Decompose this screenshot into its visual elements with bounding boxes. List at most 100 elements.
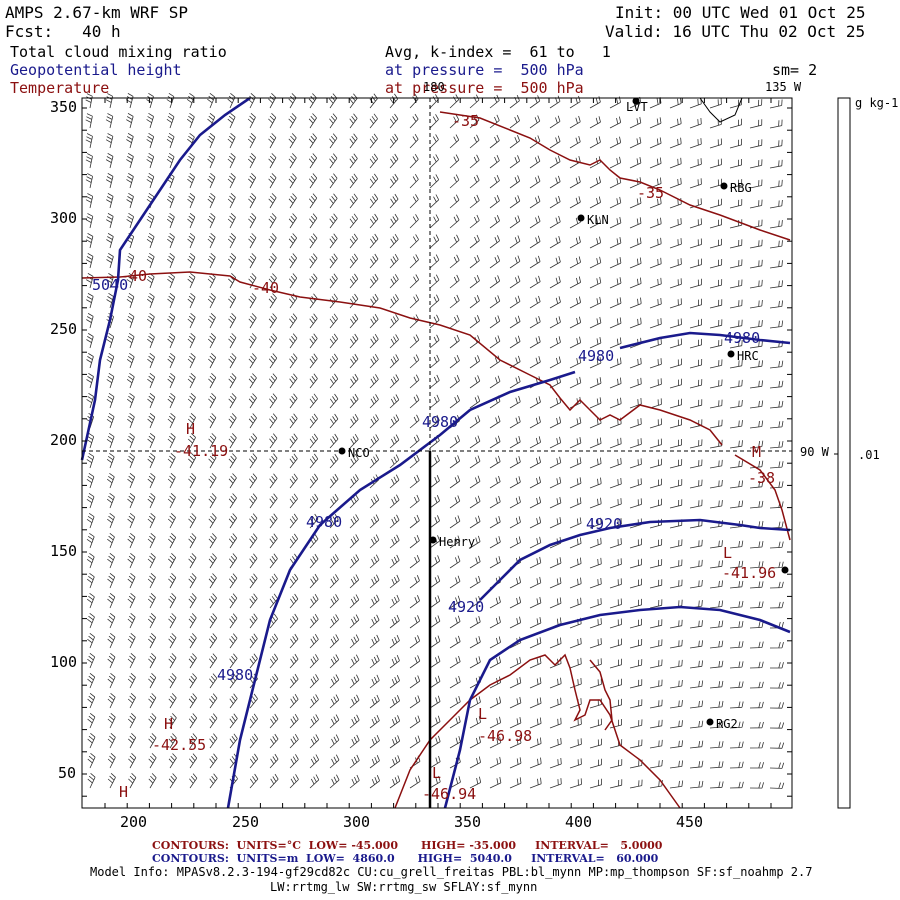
wind-barb	[589, 638, 602, 649]
wind-barb	[389, 675, 400, 689]
wind-barb	[268, 173, 277, 189]
wind-barb	[529, 496, 542, 509]
wind-barb	[126, 153, 134, 169]
wind-barb	[769, 139, 783, 149]
wind-barb	[489, 435, 501, 449]
wind-barb	[449, 675, 461, 689]
wind-barb	[509, 315, 521, 329]
wind-barb	[509, 155, 521, 169]
wind-barb	[649, 378, 662, 389]
wind-barb	[609, 437, 622, 449]
wind-barb	[749, 239, 763, 249]
wind-barb	[629, 217, 642, 229]
wind-barb	[349, 193, 358, 209]
wind-barb	[469, 736, 481, 749]
wind-barb	[449, 575, 461, 589]
wind-barb	[750, 762, 764, 769]
wind-barb	[469, 295, 480, 309]
wind-barb	[309, 313, 318, 329]
height-contour-4920	[443, 605, 791, 809]
wind-barb	[289, 393, 298, 409]
wind-barb	[589, 537, 602, 549]
wind-barb	[489, 596, 501, 609]
wind-barb	[509, 616, 522, 629]
wind-barb	[329, 253, 338, 269]
wind-barb	[569, 577, 582, 589]
wind-barb	[126, 332, 135, 349]
wind-barb	[669, 298, 682, 309]
wind-barb	[649, 619, 663, 629]
wind-barb	[227, 233, 236, 249]
wind-barb	[168, 753, 177, 769]
wind-barb	[469, 375, 481, 389]
wind-barb	[569, 738, 582, 749]
wind-barb	[409, 595, 420, 609]
wind-barb	[187, 152, 195, 169]
wind-barb	[549, 456, 562, 469]
wind-barb	[409, 414, 420, 429]
wind-barb	[509, 576, 521, 589]
wind-barb	[227, 132, 236, 149]
wind-barb	[709, 238, 722, 249]
wind-barb	[107, 712, 116, 729]
wind-barb	[529, 215, 541, 229]
wind-barb	[249, 773, 259, 789]
wind-barb	[469, 415, 481, 429]
wind-barb	[208, 433, 217, 449]
wind-barb	[429, 475, 440, 489]
wind-barb	[489, 736, 502, 749]
wind-barb	[569, 416, 582, 429]
wind-barb	[489, 415, 501, 429]
low-marker-2: L	[478, 705, 488, 723]
wind-barb	[709, 198, 722, 209]
wind-barb	[649, 518, 662, 529]
wind-barb	[709, 98, 722, 109]
wind-barb	[769, 441, 784, 449]
wind-barb	[289, 693, 299, 709]
wind-barb	[289, 774, 299, 789]
wind-barb	[609, 759, 623, 769]
wind-barb	[469, 615, 481, 629]
wind-barb	[709, 620, 724, 629]
wind-barb	[208, 613, 218, 629]
wind-barb	[689, 680, 704, 689]
wind-barb	[669, 760, 683, 769]
wind-barb	[228, 553, 238, 569]
wind-barb	[329, 574, 339, 589]
wind-barb	[529, 717, 542, 729]
wind-barb	[549, 135, 561, 149]
wind-barb	[86, 253, 94, 269]
wind-barb	[309, 493, 319, 509]
wind-barb	[469, 214, 480, 229]
wind-barb	[369, 293, 379, 309]
wind-barb	[168, 773, 177, 789]
wind-barb	[309, 734, 320, 749]
wind-barb	[729, 761, 744, 769]
wind-barb	[429, 274, 440, 289]
wind-barb	[489, 355, 501, 369]
wind-barb	[509, 496, 521, 509]
wind-barb	[569, 657, 582, 669]
wind-barb	[329, 654, 340, 669]
wind-barb	[729, 339, 743, 349]
wind-barb	[126, 252, 135, 269]
wind-barb	[689, 579, 703, 589]
wind-barb	[589, 216, 602, 229]
wind-barb	[85, 233, 94, 249]
wind-barb	[269, 773, 279, 789]
wind-barb	[229, 713, 238, 729]
wind-barb	[589, 357, 602, 369]
wind-barb	[549, 175, 561, 189]
wind-barb	[147, 593, 156, 609]
wind-barb	[269, 653, 279, 669]
wind-barb	[167, 272, 175, 289]
wind-barb	[167, 332, 176, 349]
wind-barb	[147, 573, 156, 589]
wind-barb	[126, 173, 134, 189]
wind-barb	[689, 358, 703, 369]
wind-barb	[509, 275, 521, 289]
wind-barb	[489, 315, 501, 329]
wind-barb	[309, 694, 319, 709]
wind-barb	[469, 475, 481, 489]
wind-barb	[207, 92, 216, 109]
